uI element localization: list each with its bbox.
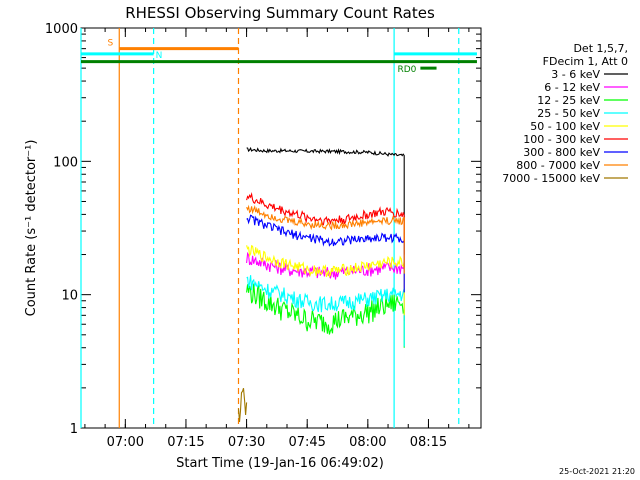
timestamp: 25-Oct-2021 21:20 xyxy=(559,467,635,476)
x-tick-label: 07:30 xyxy=(228,435,265,450)
x-tick-label: 07:45 xyxy=(288,435,325,450)
plot-frame xyxy=(80,27,482,429)
legend-entry-label: 100 - 300 keV xyxy=(523,133,600,146)
series-line xyxy=(246,146,405,255)
flag-label: RD0 xyxy=(397,65,416,75)
x-tick-label: 07:15 xyxy=(167,435,204,450)
legend-entry-label: 12 - 25 keV xyxy=(537,94,600,107)
series-line xyxy=(246,204,405,274)
x-axis-label: Start Time (19-Jan-16 06:49:02) xyxy=(176,456,384,471)
legend-entry-label: 3 - 6 keV xyxy=(551,68,600,81)
y-tick-label: 1000 xyxy=(45,22,78,37)
x-tick-label: 07:00 xyxy=(107,435,144,450)
legend-header: FDecim 1, Att 0 xyxy=(543,55,628,68)
series-line xyxy=(246,244,405,316)
x-axis: 07:00 07:15 07:30 07:45 08:00 08:15 xyxy=(84,28,470,450)
x-tick-label: 08:15 xyxy=(410,435,447,450)
y-tick-label: 10 xyxy=(61,289,78,304)
series-line xyxy=(246,283,405,348)
x-tick-label: 08:00 xyxy=(349,435,386,450)
series-line xyxy=(246,214,405,293)
legend-entry-label: 7000 - 15000 keV xyxy=(502,172,600,185)
plot-border xyxy=(80,27,482,429)
y-tick-label: 100 xyxy=(53,155,78,170)
y-axis-label: Count Rate (s⁻¹ detector⁻¹) xyxy=(24,140,39,317)
flag-label: S xyxy=(108,39,114,49)
series-line xyxy=(237,388,248,423)
legend-entry-label: 300 - 800 keV xyxy=(523,146,600,159)
y-axis: 1 10 100 1000 xyxy=(45,22,481,437)
series-line xyxy=(246,275,405,347)
legend-entry-label: 800 - 7000 keV xyxy=(516,159,600,172)
annotations: S N RD0 xyxy=(80,28,477,428)
flag-label: N xyxy=(156,51,163,61)
series-layer xyxy=(237,146,405,423)
y-tick-label: 1 xyxy=(70,422,78,437)
series-line xyxy=(246,192,405,268)
legend-entry-label: 25 - 50 keV xyxy=(537,107,600,120)
legend-entry-label: 50 - 100 keV xyxy=(530,120,600,133)
legend-header: Det 1,5,7, xyxy=(573,42,628,55)
legend-entry-label: 6 - 12 keV xyxy=(544,81,600,94)
chart-title: RHESSI Observing Summary Count Rates xyxy=(125,4,435,22)
